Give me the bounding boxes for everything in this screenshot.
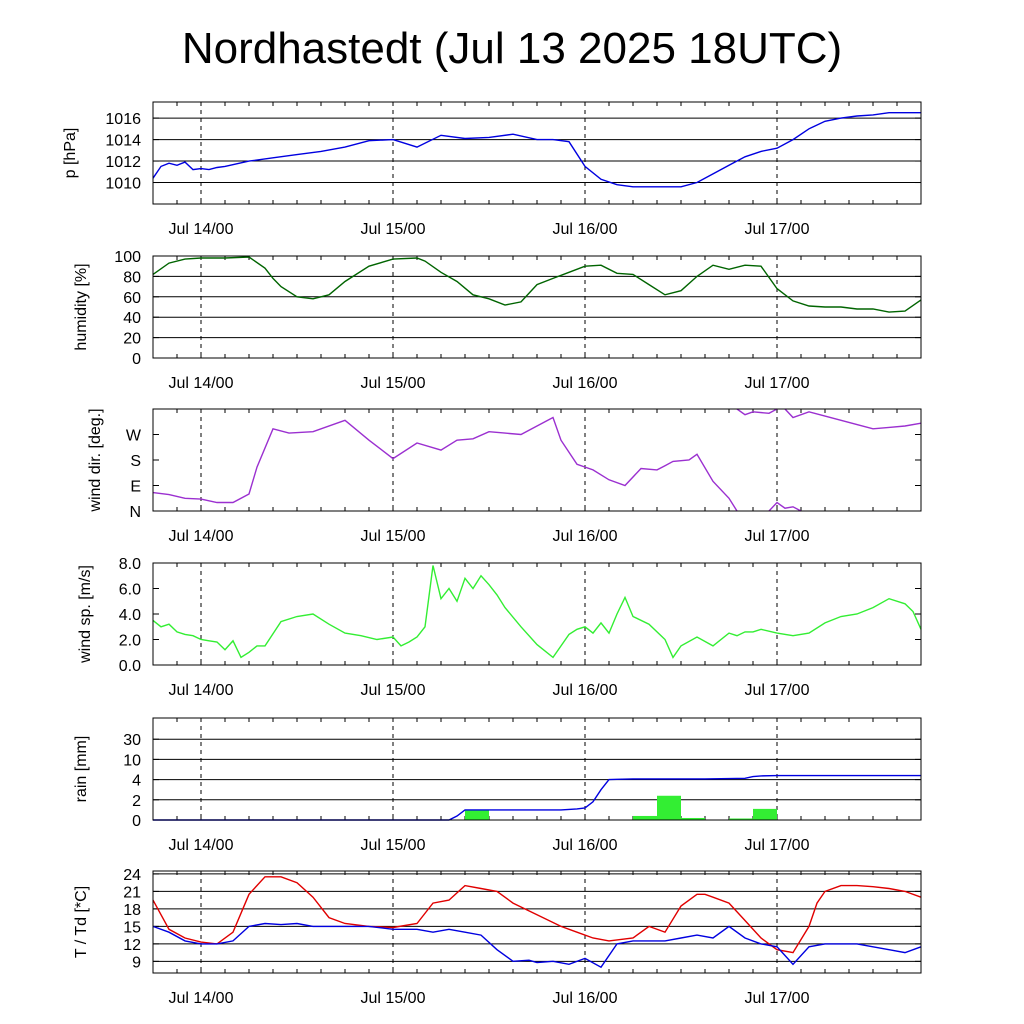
x-tick-label: Jul 17/00 — [745, 990, 810, 1007]
y-tick-label: 30 — [123, 732, 141, 749]
y-axis-label: wind sp. [m/s] — [77, 565, 94, 664]
x-tick-label: Jul 15/00 — [361, 221, 426, 238]
x-tick-label: Jul 17/00 — [745, 375, 810, 392]
y-tick-label: N — [129, 504, 141, 521]
x-tick-label: Jul 17/00 — [745, 837, 810, 854]
x-tick-label: Jul 14/00 — [169, 221, 234, 238]
y-tick-label: E — [130, 479, 141, 496]
chart-title: Nordhastedt (Jul 13 2025 18UTC) — [181, 24, 843, 73]
x-tick-label: Jul 15/00 — [361, 528, 426, 545]
series-line-humidity — [152, 256, 922, 313]
y-tick-label: 80 — [123, 269, 141, 286]
series-line-Td — [152, 922, 922, 969]
x-tick-label: Jul 15/00 — [361, 375, 426, 392]
panel-frame — [152, 717, 922, 821]
rain-bar — [729, 818, 753, 820]
y-axis-label: rain [mm] — [73, 736, 90, 803]
x-tick-label: Jul 16/00 — [553, 837, 618, 854]
x-tick-label: Jul 15/00 — [361, 837, 426, 854]
y-tick-label: 20 — [123, 331, 141, 348]
x-tick-label: Jul 16/00 — [553, 990, 618, 1007]
y-tick-label: 4 — [132, 773, 141, 790]
x-tick-label: Jul 17/00 — [745, 528, 810, 545]
series-line-accumulated — [153, 774, 921, 821]
panel-humidity: 0 20 40 60 80 100 Jul 14/00 Jul 15/00 Jul 16/00 J… — [73, 249, 922, 392]
rain-bar — [633, 815, 657, 820]
panel-rain: 0 2 4 10 30 Jul 14/00 Jul 15/00 Jul 16/00 Jul 17… — [73, 717, 922, 854]
y-axis-label: T / Td [*C] — [73, 886, 90, 958]
y-tick-label: 9 — [132, 954, 141, 971]
y-tick-label: 0 — [132, 813, 141, 830]
series-line-wind-direction — [784, 408, 922, 430]
panel-frame — [152, 408, 922, 512]
series-line-wind-direction — [736, 408, 778, 416]
y-tick-label: 60 — [123, 290, 141, 307]
x-tick-label: Jul 16/00 — [553, 528, 618, 545]
panel-frame — [152, 101, 922, 205]
x-tick-label: Jul 17/00 — [745, 221, 810, 238]
panel-frame — [152, 562, 922, 666]
y-axis-label: p [hPa] — [62, 128, 79, 179]
y-tick-label: 8.0 — [119, 556, 141, 573]
y-tick-label: 24 — [123, 867, 141, 884]
series-line-wind-direction — [768, 501, 802, 512]
series-line-wind-direction — [152, 416, 738, 512]
y-tick-label: 21 — [123, 884, 141, 901]
y-tick-label: W — [126, 428, 142, 445]
y-tick-label: 40 — [123, 310, 141, 327]
x-tick-label: Jul 16/00 — [553, 375, 618, 392]
y-tick-label: S — [130, 453, 141, 470]
y-tick-label: 12 — [123, 937, 141, 954]
x-tick-label: Jul 16/00 — [553, 682, 618, 699]
y-tick-label: 10 — [123, 752, 141, 769]
x-tick-label: Jul 14/00 — [169, 682, 234, 699]
panel-wind-speed: 0.0 2.0 4.0 6.0 8.0 Jul 14/00 Jul 15/00 Jul 16/… — [77, 556, 922, 699]
series-line-wind-speed — [152, 565, 922, 659]
y-tick-label: 15 — [123, 919, 141, 936]
y-tick-label: 2 — [132, 793, 141, 810]
y-tick-label: 0.0 — [119, 658, 141, 675]
y-tick-label: 4.0 — [119, 607, 141, 624]
y-axis-label: wind dir. [deg.] — [87, 408, 104, 512]
x-tick-label: Jul 14/00 — [169, 375, 234, 392]
x-tick-label: Jul 16/00 — [553, 221, 618, 238]
y-tick-label: 2.0 — [119, 633, 141, 650]
x-tick-label: Jul 15/00 — [361, 990, 426, 1007]
y-tick-label: 1016 — [105, 111, 141, 128]
y-tick-label: 0 — [132, 351, 141, 368]
y-tick-label: 1010 — [105, 176, 141, 193]
x-tick-label: Jul 14/00 — [169, 837, 234, 854]
x-tick-label: Jul 17/00 — [745, 682, 810, 699]
panel-frame — [152, 255, 922, 359]
y-tick-label: 1012 — [105, 154, 141, 171]
panel-frame — [152, 870, 922, 974]
rain-bar — [681, 817, 705, 820]
series-line-pressure — [152, 111, 921, 188]
rain-bar — [753, 808, 777, 820]
x-tick-label: Jul 14/00 — [169, 528, 234, 545]
y-tick-label: 100 — [114, 249, 141, 266]
rain-bar — [465, 809, 489, 820]
x-tick-label: Jul 14/00 — [169, 990, 234, 1007]
y-tick-label: 1014 — [105, 133, 141, 150]
x-tick-label: Jul 15/00 — [361, 682, 426, 699]
rain-bar — [657, 795, 681, 820]
series-line-T — [152, 876, 922, 954]
panel-pressure: 1010 1012 1014 1016 Jul 14/00 Jul 15/00 Jul 16… — [62, 101, 922, 238]
y-axis-label: humidity [%] — [73, 263, 90, 350]
y-tick-label: 18 — [123, 902, 141, 919]
y-tick-label: 6.0 — [119, 582, 141, 599]
